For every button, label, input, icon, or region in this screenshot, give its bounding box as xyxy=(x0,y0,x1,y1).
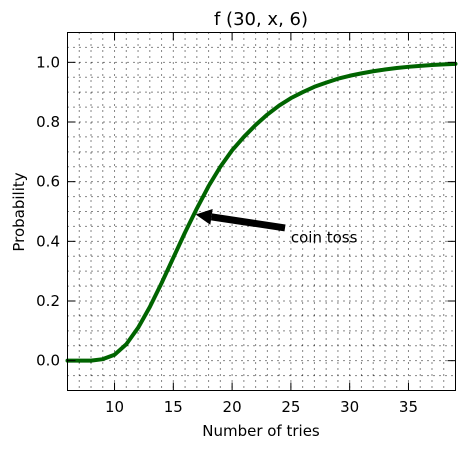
x-tick-label: 30 xyxy=(340,398,359,416)
x-tick-label: 10 xyxy=(105,398,124,416)
x-tick-label: 20 xyxy=(223,398,242,416)
x-axis-label: Number of tries xyxy=(202,422,320,440)
annotation-label: coin toss xyxy=(291,228,358,246)
y-tick-label: 0.4 xyxy=(36,232,60,250)
y-tick-label: 0.2 xyxy=(36,292,60,310)
y-tick-label: 1.0 xyxy=(36,53,60,71)
chart-title: f (30, x, 6) xyxy=(214,9,308,30)
annotation-arrow-head xyxy=(195,208,213,225)
x-tick-label: 25 xyxy=(281,398,300,416)
x-tick-label: 15 xyxy=(164,398,183,416)
plot-frame xyxy=(67,32,456,391)
y-tick-label: 0.8 xyxy=(36,113,60,131)
probability-line xyxy=(65,61,458,363)
annotation-arrow-shaft xyxy=(210,213,286,232)
y-tick-label: 0.0 xyxy=(36,352,60,370)
x-tick-label: 35 xyxy=(399,398,418,416)
tick-marks xyxy=(67,32,456,391)
tick-labels: 10 15 20 25 30 35 0.0 0.2 0.4 0.6 0.8 1.0 xyxy=(36,53,418,416)
y-tick-label: 0.6 xyxy=(36,173,60,191)
y-axis-label: Probability xyxy=(10,172,28,251)
line-layer xyxy=(65,61,458,363)
